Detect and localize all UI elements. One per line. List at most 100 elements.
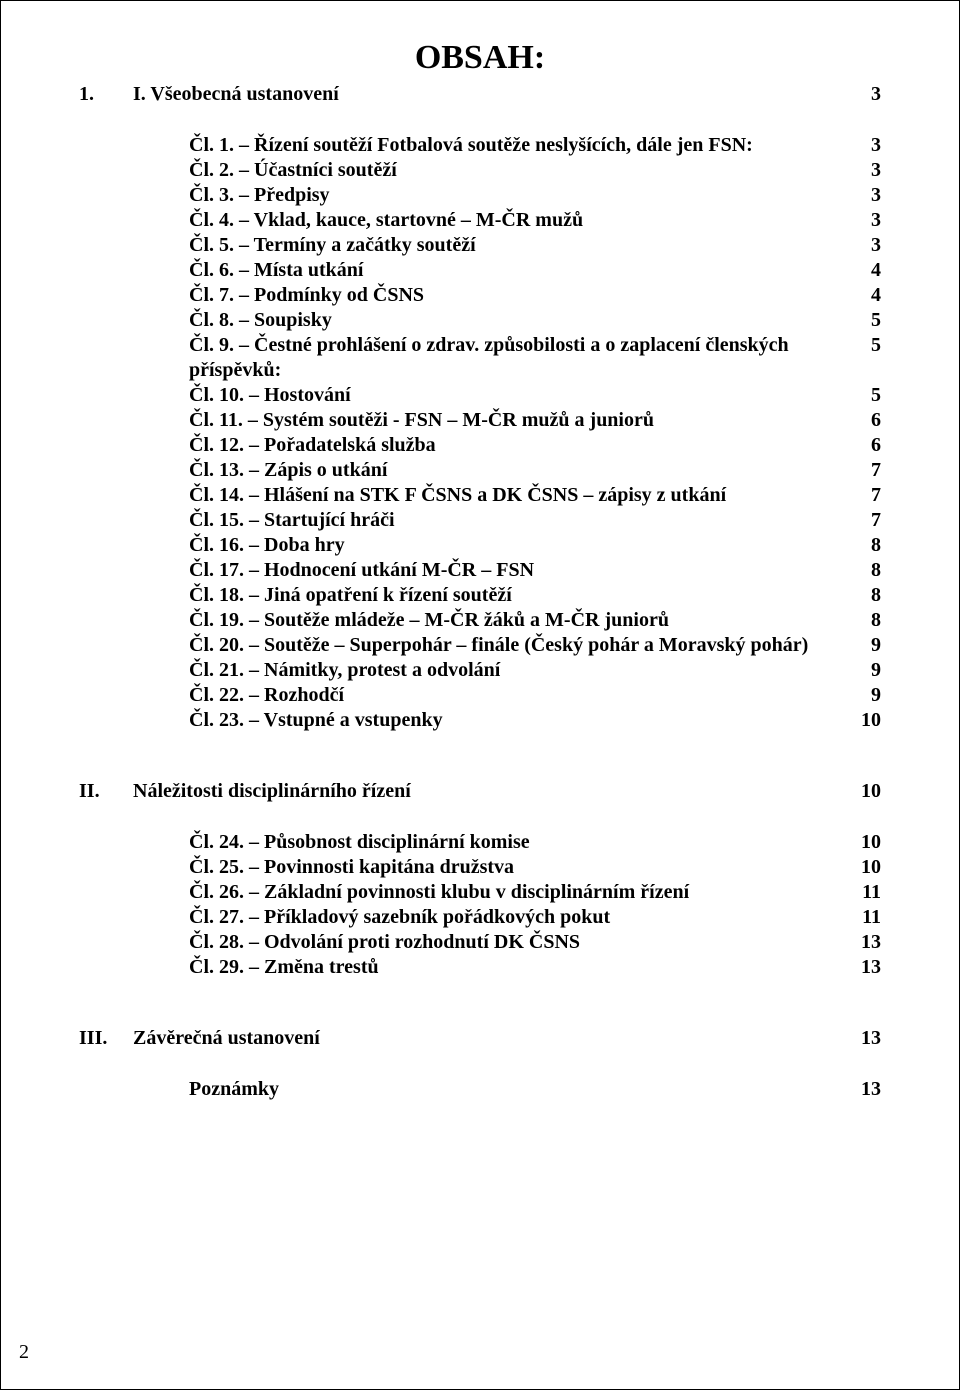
toc-page: 10 bbox=[851, 830, 881, 855]
section-num-1: 1. bbox=[79, 82, 133, 107]
toc-text: Čl. 12. – Pořadatelská služba bbox=[189, 433, 851, 458]
toc-page: 8 bbox=[851, 558, 881, 583]
toc-row: Čl. 27. – Příkladový sazebník pořádkovýc… bbox=[189, 905, 881, 930]
toc-row: Čl. 3. – Předpisy3 bbox=[189, 183, 881, 208]
toc-row: Čl. 24. – Působnost disciplinární komise… bbox=[189, 830, 881, 855]
notes-block: Poznámky 13 bbox=[189, 1077, 881, 1102]
toc-row: Čl. 13. – Zápis o utkání7 bbox=[189, 458, 881, 483]
toc-text: Čl. 15. – Startující hráči bbox=[189, 508, 851, 533]
toc-page: 8 bbox=[851, 583, 881, 608]
toc-row: Čl. 16. – Doba hry8 bbox=[189, 533, 881, 558]
toc-text: Čl. 28. – Odvolání proti rozhodnutí DK Č… bbox=[189, 930, 851, 955]
toc-row: Čl. 6. – Místa utkání4 bbox=[189, 258, 881, 283]
toc-row: Čl. 4. – Vklad, kauce, startovné – M-ČR … bbox=[189, 208, 881, 233]
toc-text: Čl. 10. – Hostování bbox=[189, 383, 851, 408]
toc-text: Čl. 13. – Zápis o utkání bbox=[189, 458, 851, 483]
toc-page: 4 bbox=[851, 283, 881, 308]
toc-page: 3 bbox=[851, 133, 881, 158]
toc-page: 8 bbox=[851, 608, 881, 633]
toc-text: Čl. 9. – Čestné prohlášení o zdrav. způs… bbox=[189, 333, 851, 383]
toc-text: Čl. 7. – Podmínky od ČSNS bbox=[189, 283, 851, 308]
section-label-3: Závěrečná ustanovení bbox=[133, 1026, 320, 1051]
toc-text: Čl. 24. – Působnost disciplinární komise bbox=[189, 830, 851, 855]
toc-row: Čl. 20. – Soutěže – Superpohár – finále … bbox=[189, 633, 881, 658]
toc-row: Čl. 1. – Řízení soutěží Fotbalová soutěž… bbox=[189, 133, 881, 158]
section-label-2: Náležitosti disciplinárního řízení bbox=[133, 779, 411, 804]
section-page-3: 13 bbox=[851, 1026, 881, 1051]
toc-page: 3 bbox=[851, 183, 881, 208]
toc-text: Čl. 20. – Soutěže – Superpohár – finále … bbox=[189, 633, 851, 658]
toc-page: 10 bbox=[851, 708, 881, 733]
toc-text: Čl. 4. – Vklad, kauce, startovné – M-ČR … bbox=[189, 208, 851, 233]
toc-text: Čl. 18. – Jiná opatření k řízení soutěží bbox=[189, 583, 851, 608]
toc-text: Čl. 14. – Hlášení na STK F ČSNS a DK ČSN… bbox=[189, 483, 851, 508]
toc-page: 6 bbox=[851, 408, 881, 433]
toc-page: 5 bbox=[851, 333, 881, 383]
toc-page: 5 bbox=[851, 383, 881, 408]
toc-page: 13 bbox=[851, 955, 881, 980]
toc-row: Čl. 22. – Rozhodčí9 bbox=[189, 683, 881, 708]
toc-page: 3 bbox=[851, 233, 881, 258]
section-row-2: II. Náležitosti disciplinárního řízení 1… bbox=[79, 779, 881, 804]
toc-row: Čl. 26. – Základní povinnosti klubu v di… bbox=[189, 880, 881, 905]
toc-page: 7 bbox=[851, 483, 881, 508]
section-page-1: 3 bbox=[851, 82, 881, 107]
toc-page: 13 bbox=[851, 930, 881, 955]
toc-page: 11 bbox=[851, 905, 881, 930]
toc-text: Čl. 3. – Předpisy bbox=[189, 183, 851, 208]
toc-row: Čl. 7. – Podmínky od ČSNS4 bbox=[189, 283, 881, 308]
toc-row: Čl. 18. – Jiná opatření k řízení soutěží… bbox=[189, 583, 881, 608]
toc-text: Čl. 6. – Místa utkání bbox=[189, 258, 851, 283]
toc-text: Čl. 2. – Účastníci soutěží bbox=[189, 158, 851, 183]
section-num-3: III. bbox=[79, 1026, 133, 1051]
toc-row: Čl. 11. – Systém soutěži - FSN – M-ČR mu… bbox=[189, 408, 881, 433]
toc-row: Čl. 15. – Startující hráči7 bbox=[189, 508, 881, 533]
toc-text: Čl. 19. – Soutěže mládeže – M-ČR žáků a … bbox=[189, 608, 851, 633]
toc-page: 9 bbox=[851, 683, 881, 708]
toc-row: Čl. 9. – Čestné prohlášení o zdrav. způs… bbox=[189, 333, 881, 383]
toc-page: 7 bbox=[851, 458, 881, 483]
toc-page: 3 bbox=[851, 158, 881, 183]
toc-text: Čl. 5. – Termíny a začátky soutěží bbox=[189, 233, 851, 258]
toc-text: Čl. 22. – Rozhodčí bbox=[189, 683, 851, 708]
toc-row: Čl. 25. – Povinnosti kapitána družstva10 bbox=[189, 855, 881, 880]
toc-page: 5 bbox=[851, 308, 881, 333]
toc-page: 3 bbox=[851, 208, 881, 233]
toc-page: 6 bbox=[851, 433, 881, 458]
toc-row: Čl. 19. – Soutěže mládeže – M-ČR žáků a … bbox=[189, 608, 881, 633]
toc-page: 11 bbox=[851, 880, 881, 905]
toc-text: Čl. 16. – Doba hry bbox=[189, 533, 851, 558]
toc-row: Čl. 28. – Odvolání proti rozhodnutí DK Č… bbox=[189, 930, 881, 955]
section-page-2: 10 bbox=[851, 779, 881, 804]
toc-page: 9 bbox=[851, 658, 881, 683]
notes-page: 13 bbox=[851, 1077, 881, 1102]
page-number: 2 bbox=[19, 1340, 29, 1365]
notes-label: Poznámky bbox=[189, 1077, 851, 1102]
section-num-2: II. bbox=[79, 779, 133, 804]
toc-page: 4 bbox=[851, 258, 881, 283]
toc-text: Čl. 11. – Systém soutěži - FSN – M-ČR mu… bbox=[189, 408, 851, 433]
toc-page: 9 bbox=[851, 633, 881, 658]
page-title: OBSAH: bbox=[79, 37, 881, 80]
toc-text: Čl. 26. – Základní povinnosti klubu v di… bbox=[189, 880, 851, 905]
toc-text: Čl. 25. – Povinnosti kapitána družstva bbox=[189, 855, 851, 880]
toc-row: Čl. 8. – Soupisky5 bbox=[189, 308, 881, 333]
toc-text: Čl. 23. – Vstupné a vstupenky bbox=[189, 708, 851, 733]
section-row-1: 1. I. Všeobecná ustanovení 3 bbox=[79, 82, 881, 107]
toc-row: Čl. 10. – Hostování5 bbox=[189, 383, 881, 408]
toc-row: Čl. 21. – Námitky, protest a odvolání9 bbox=[189, 658, 881, 683]
toc-row: Čl. 5. – Termíny a začátky soutěží3 bbox=[189, 233, 881, 258]
article-block-1: Čl. 1. – Řízení soutěží Fotbalová soutěž… bbox=[189, 133, 881, 733]
document-page: OBSAH: 1. I. Všeobecná ustanovení 3 Čl. … bbox=[0, 0, 960, 1390]
section-row-3: III. Závěrečná ustanovení 13 bbox=[79, 1026, 881, 1051]
toc-row: Čl. 17. – Hodnocení utkání M-ČR – FSN8 bbox=[189, 558, 881, 583]
toc-text: Čl. 1. – Řízení soutěží Fotbalová soutěž… bbox=[189, 133, 851, 158]
article-block-2: Čl. 24. – Působnost disciplinární komise… bbox=[189, 830, 881, 980]
toc-row: Čl. 2. – Účastníci soutěží3 bbox=[189, 158, 881, 183]
toc-page: 10 bbox=[851, 855, 881, 880]
toc-row: Čl. 23. – Vstupné a vstupenky10 bbox=[189, 708, 881, 733]
toc-row: Čl. 29. – Změna trestů13 bbox=[189, 955, 881, 980]
toc-page: 8 bbox=[851, 533, 881, 558]
toc-text: Čl. 21. – Námitky, protest a odvolání bbox=[189, 658, 851, 683]
toc-text: Čl. 17. – Hodnocení utkání M-ČR – FSN bbox=[189, 558, 851, 583]
